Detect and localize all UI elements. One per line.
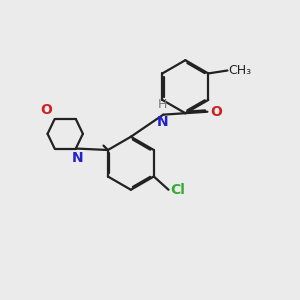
- Text: Cl: Cl: [170, 183, 185, 197]
- Text: N: N: [71, 152, 83, 166]
- Text: O: O: [40, 103, 52, 117]
- Text: H: H: [158, 98, 167, 111]
- Text: O: O: [210, 105, 222, 119]
- Text: N: N: [156, 115, 168, 129]
- Text: CH₃: CH₃: [229, 64, 252, 77]
